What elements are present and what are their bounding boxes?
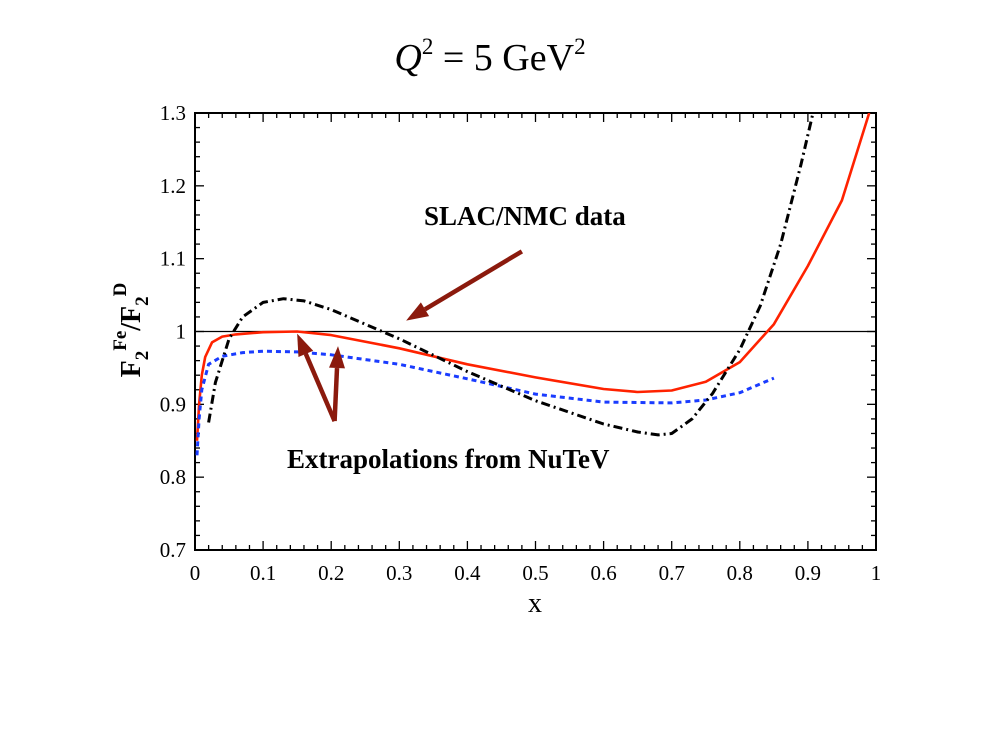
series-lines (195, 113, 871, 456)
annotation-arrows (297, 249, 524, 422)
y-tick-label: 0.9 (160, 392, 186, 416)
series-line-red-solid (195, 113, 871, 441)
arrow-slac-nmc-shaft (423, 249, 524, 312)
arrow-slac-nmc-head (406, 302, 430, 321)
annotation-slac-nmc: SLAC/NMC data (424, 201, 626, 231)
annotation-nutev: Extrapolations from NuTeV (287, 444, 610, 474)
x-tick-label: 1 (871, 561, 882, 585)
y-tick-label: 1.3 (160, 101, 186, 125)
arrow-nutev-1 (329, 346, 346, 422)
y-axis-label: F2Fe/F2D (110, 283, 153, 378)
arrow-nutev-1-shaft (332, 367, 340, 422)
x-tick-label: 0 (190, 561, 201, 585)
series-line-black-dash-dot (207, 113, 815, 437)
y-tick-label: 1.2 (160, 174, 186, 198)
arrow-slac-nmc (406, 249, 524, 321)
arrow-nutev-1-head (329, 346, 346, 369)
x-tick-label: 0.3 (386, 561, 412, 585)
arrow-nutev-0-shaft (303, 353, 337, 422)
y-tick-label: 0.7 (160, 538, 186, 562)
series-line-blue-dashed (195, 349, 775, 456)
x-tick-label: 0.6 (590, 561, 616, 585)
x-axis-label: x (528, 588, 542, 619)
x-tick-label: 0.7 (659, 561, 685, 585)
y-tick-label: 0.8 (160, 465, 186, 489)
chart-title: Q2 = 5 GeV2 (394, 34, 585, 79)
x-tick-label: 0.5 (522, 561, 548, 585)
x-tick-label: 0.4 (454, 561, 481, 585)
x-tick-label: 0.2 (318, 561, 344, 585)
x-tick-label: 0.9 (795, 561, 821, 585)
arrow-nutev-0 (297, 333, 337, 422)
y-tick-label: 1 (176, 320, 187, 344)
x-tick-label: 0.8 (727, 561, 753, 585)
x-tick-label: 0.1 (250, 561, 276, 585)
y-tick-label: 1.1 (160, 247, 186, 271)
arrow-nutev-0-head (297, 333, 314, 358)
axis-tick-labels: 0 0.1 0.2 0.3 0.4 0.5 0.6 0.7 0.8 0.9 1 0.7 0.8 0.9 1 1… (160, 101, 882, 585)
